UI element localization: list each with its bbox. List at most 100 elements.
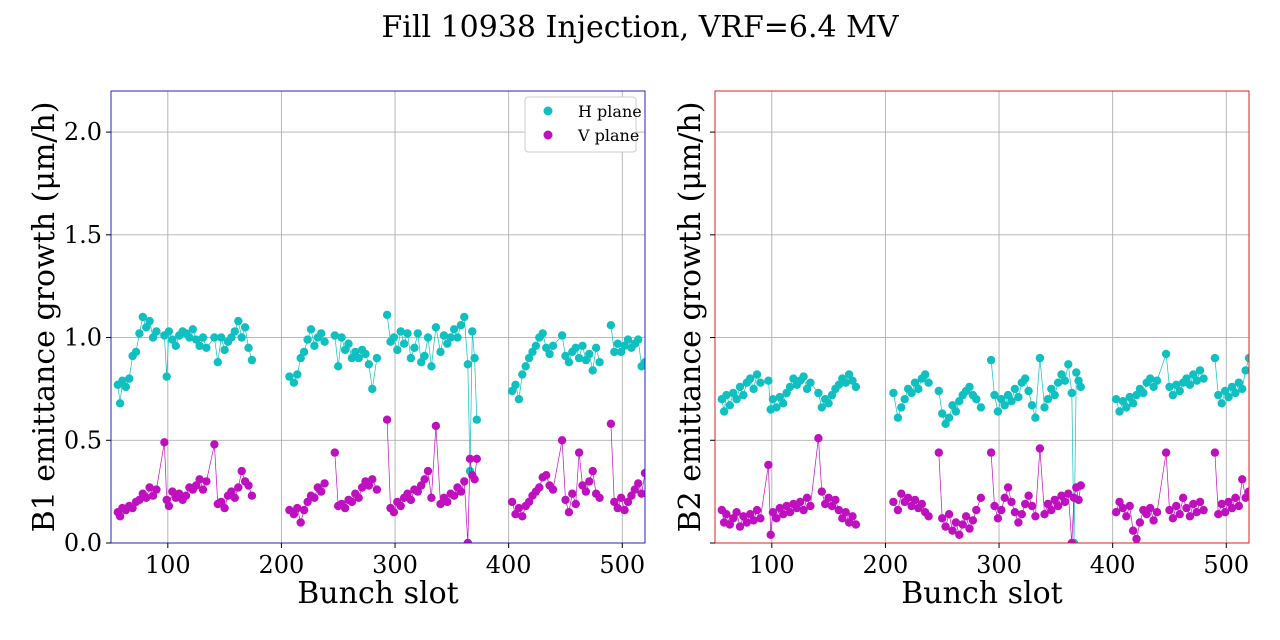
- v-plane-point: [1146, 503, 1155, 513]
- v-plane-point: [1024, 491, 1033, 500]
- v-plane-point: [725, 520, 734, 529]
- h-plane-point: [1227, 382, 1237, 392]
- h-plane-point: [364, 360, 374, 369]
- h-plane-point: [841, 378, 850, 387]
- h-plane-point: [1231, 388, 1240, 398]
- v-plane-point: [1000, 493, 1009, 502]
- h-plane-point: [735, 382, 745, 392]
- h-plane-point: [1128, 399, 1138, 408]
- h-plane-point: [198, 333, 208, 342]
- v-plane-point: [634, 479, 643, 488]
- h-plane-point: [399, 339, 409, 348]
- h-plane-point: [1043, 395, 1053, 404]
- h-plane-point: [1217, 399, 1226, 408]
- v-plane-point: [588, 466, 597, 476]
- v-plane-point: [1199, 505, 1208, 515]
- h-plane-point: [1220, 386, 1230, 396]
- h-plane-point: [347, 353, 357, 363]
- h-plane-point: [463, 360, 472, 369]
- v-plane-point: [1017, 510, 1026, 519]
- legend: H plane V plane: [524, 96, 642, 153]
- h-plane-point: [775, 392, 784, 402]
- h-plane-point: [1210, 353, 1220, 363]
- h-plane-point: [779, 399, 788, 408]
- h-plane-point: [456, 321, 466, 330]
- h-plane-point: [581, 355, 591, 365]
- y-tick-label: 0.5: [64, 426, 102, 454]
- panel-b2: 100 200 300 400 500 Bunch slot B2 emittance …: [673, 90, 1250, 611]
- v-plane-point: [746, 510, 755, 519]
- v-plane-point: [396, 501, 405, 511]
- v-plane-point: [907, 501, 916, 511]
- h-plane-point: [403, 329, 412, 338]
- h-plane-point: [185, 333, 194, 342]
- h-plane-point: [851, 382, 861, 392]
- v-plane-point: [535, 483, 544, 492]
- h-plane-point: [545, 349, 554, 359]
- v-plane-point: [821, 499, 830, 509]
- h-plane-point: [972, 395, 981, 404]
- legend-label-v: V plane: [577, 126, 639, 145]
- v-plane-point: [160, 438, 169, 447]
- v-plane-point: [1231, 493, 1240, 502]
- v-plane-point: [844, 518, 854, 527]
- h-plane-point: [914, 384, 923, 394]
- h-plane-point: [802, 384, 812, 394]
- x-tick-label: 100: [145, 551, 191, 579]
- v-plane-point: [460, 477, 469, 486]
- h-plane-point: [514, 395, 524, 404]
- v-plane-point: [897, 489, 906, 498]
- ticks: 100 200 300 400 500: [710, 131, 1249, 579]
- v-plane-point: [571, 499, 580, 509]
- v-plane-point: [234, 483, 243, 492]
- h-plane-point: [634, 335, 643, 344]
- v-plane-point: [637, 489, 645, 498]
- plot-frame-b1: [110, 90, 646, 544]
- legend-box: [524, 96, 637, 153]
- h-plane-point: [897, 403, 906, 412]
- v-plane-point: [792, 503, 801, 513]
- v-plane-point: [135, 495, 144, 505]
- h-plane-point: [910, 378, 920, 387]
- h-plane-point: [772, 403, 781, 412]
- v-plane-point: [456, 487, 466, 496]
- v-plane-point: [514, 503, 524, 513]
- v-plane-point: [1057, 491, 1066, 500]
- h-plane-point: [1115, 407, 1124, 416]
- v-plane-point: [382, 415, 392, 424]
- h-plane-point: [921, 370, 930, 379]
- v-plane-point: [806, 501, 815, 511]
- x-tick-label: 500: [599, 551, 645, 579]
- h-plane-point: [976, 403, 986, 412]
- v-plane-point: [831, 495, 840, 505]
- v-plane-point: [1125, 501, 1134, 511]
- x-tick-label: 200: [863, 551, 909, 579]
- v-plane-point: [210, 440, 219, 449]
- h-plane-point: [1003, 390, 1013, 400]
- v-plane-point: [1168, 514, 1178, 523]
- h-plane-point: [427, 362, 436, 371]
- h-plane-point: [1076, 382, 1086, 392]
- x-tick-label: 500: [1203, 551, 1249, 579]
- h-plane-point: [289, 378, 299, 387]
- figure-title: Fill 10938 Injection, VRF=6.4 MV: [381, 10, 899, 45]
- h-plane-point: [317, 329, 326, 338]
- h-plane-point: [1035, 353, 1045, 363]
- h-plane-point: [739, 390, 748, 400]
- legend-label-h: H plane: [578, 102, 642, 121]
- v-plane-point: [739, 512, 748, 521]
- h-plane-point: [410, 343, 419, 352]
- h-plane-point: [310, 341, 319, 350]
- v-plane-point: [1182, 503, 1191, 513]
- v-plane-point: [1035, 444, 1045, 453]
- v-plane-point: [1027, 501, 1037, 511]
- v-plane-point: [1040, 510, 1049, 519]
- v-plane-point: [406, 495, 416, 505]
- v-plane-point: [389, 508, 399, 517]
- h-plane-point: [1014, 392, 1023, 402]
- h-plane-point: [900, 395, 909, 404]
- h-plane-point: [640, 358, 645, 367]
- v-plane-point: [148, 491, 158, 500]
- h-plane-point: [168, 335, 177, 344]
